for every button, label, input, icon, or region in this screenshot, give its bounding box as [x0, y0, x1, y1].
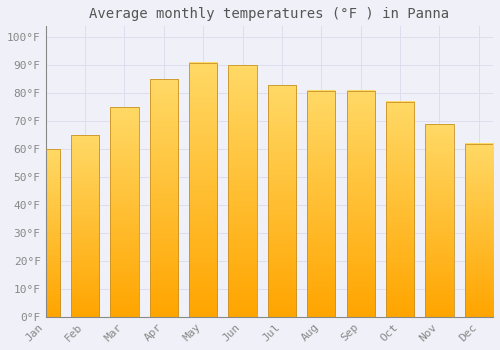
- Bar: [464, 144, 493, 317]
- Bar: [228, 65, 256, 317]
- Bar: [32, 149, 60, 317]
- Bar: [386, 102, 414, 317]
- Bar: [426, 124, 454, 317]
- Bar: [32, 149, 60, 317]
- Bar: [150, 79, 178, 317]
- Bar: [307, 91, 336, 317]
- Bar: [71, 135, 99, 317]
- Bar: [268, 85, 296, 317]
- Bar: [268, 85, 296, 317]
- Bar: [426, 124, 454, 317]
- Bar: [386, 102, 414, 317]
- Bar: [71, 135, 99, 317]
- Bar: [110, 107, 138, 317]
- Bar: [307, 91, 336, 317]
- Bar: [346, 91, 375, 317]
- Title: Average monthly temperatures (°F ) in Panna: Average monthly temperatures (°F ) in Pa…: [89, 7, 450, 21]
- Bar: [464, 144, 493, 317]
- Bar: [228, 65, 256, 317]
- Bar: [189, 63, 218, 317]
- Bar: [346, 91, 375, 317]
- Bar: [189, 63, 218, 317]
- Bar: [110, 107, 138, 317]
- Bar: [150, 79, 178, 317]
